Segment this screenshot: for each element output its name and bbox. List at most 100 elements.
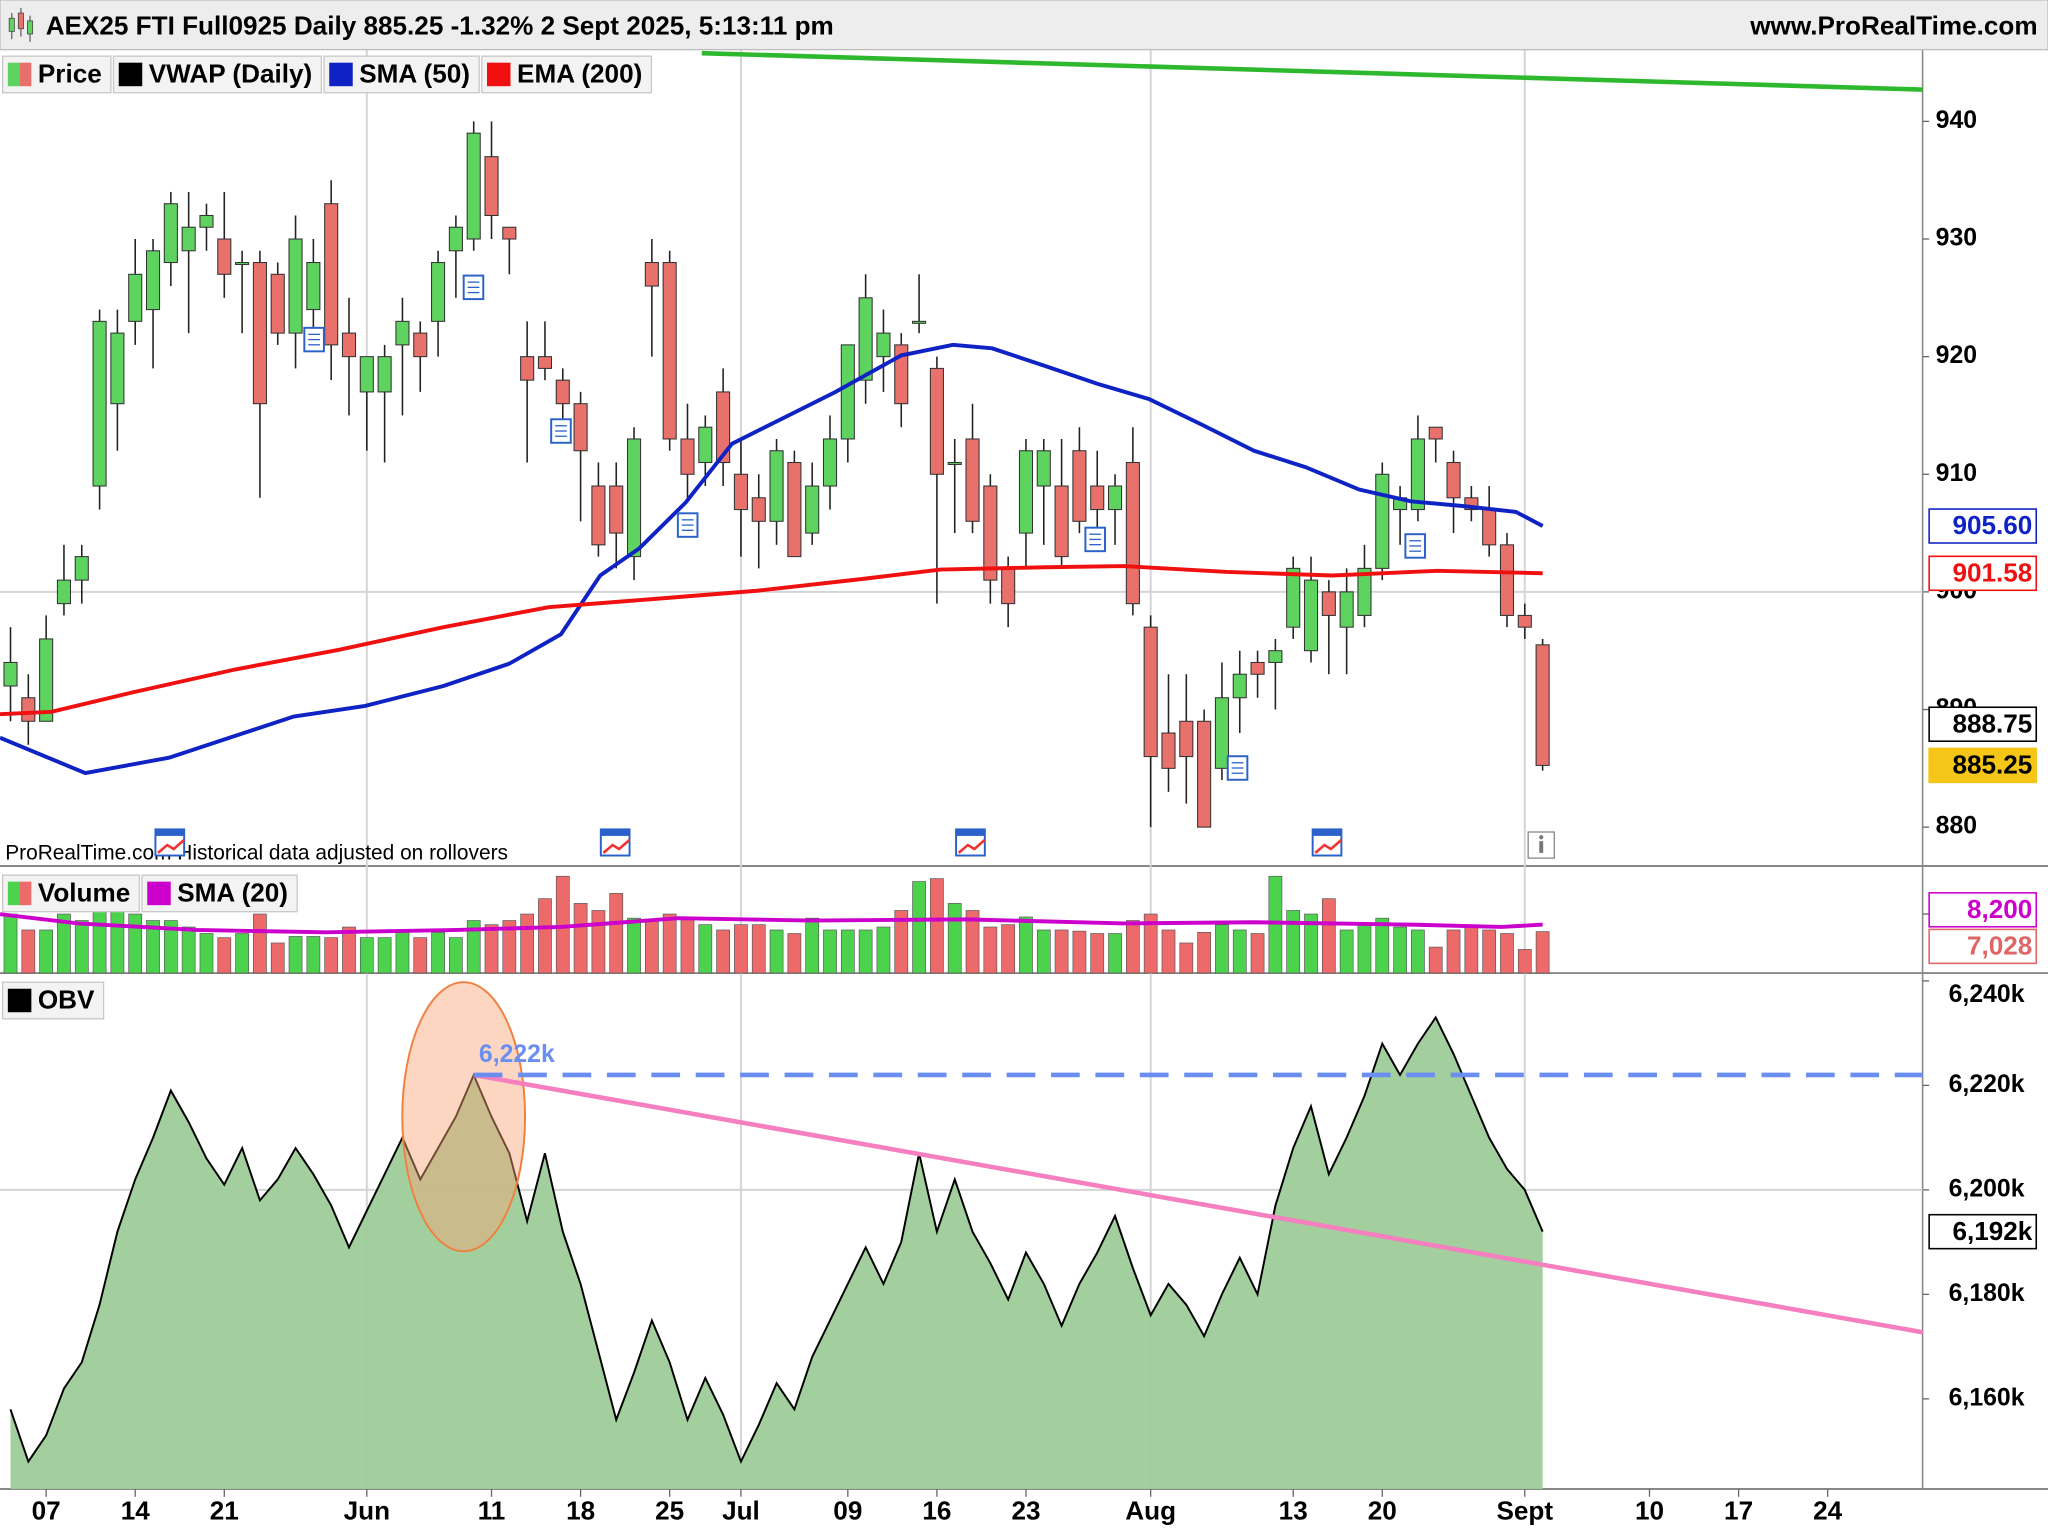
highlight-ellipse bbox=[401, 981, 527, 1253]
value-marker bbox=[1928, 555, 2038, 592]
calendar-icon-top bbox=[155, 829, 185, 836]
candle-body bbox=[1375, 473, 1390, 569]
volume-bar bbox=[947, 903, 962, 974]
volume-bar bbox=[39, 929, 53, 974]
volume-bar bbox=[1286, 910, 1301, 974]
volume-bar bbox=[1500, 933, 1514, 974]
chart-title: AEX25 FTI Full0925 Daily 885.25 -1.32% 2… bbox=[46, 10, 834, 40]
volume-bar bbox=[930, 878, 944, 974]
volume-bar bbox=[1001, 924, 1016, 974]
candle-body bbox=[1214, 697, 1229, 769]
volume-bar bbox=[1446, 929, 1461, 974]
candle-body bbox=[1107, 485, 1123, 511]
volume-bar bbox=[1126, 920, 1140, 974]
candle-body bbox=[128, 273, 143, 322]
candle-body bbox=[1125, 461, 1140, 605]
trend-line bbox=[701, 50, 1923, 92]
x-tick-label: 16 bbox=[922, 1495, 951, 1525]
volume-bar bbox=[1304, 913, 1318, 974]
candle-body bbox=[626, 438, 642, 558]
value-marker-label: 8,200 bbox=[1967, 894, 2032, 924]
candle-body bbox=[217, 238, 232, 275]
volume-bar bbox=[413, 937, 428, 974]
volume-bar bbox=[734, 924, 748, 974]
x-tick-label: 18 bbox=[566, 1495, 595, 1525]
candle-body bbox=[235, 262, 250, 266]
x-tick-label: 07 bbox=[32, 1495, 61, 1525]
candle-body bbox=[698, 426, 713, 464]
candle-body bbox=[840, 344, 855, 440]
volume-bar bbox=[3, 913, 18, 974]
candle-body bbox=[983, 485, 998, 581]
calendar-icon-top bbox=[600, 829, 630, 836]
value-marker-label: 901.58 bbox=[1952, 558, 2032, 588]
legend-swatch bbox=[118, 62, 143, 87]
volume-bar bbox=[359, 937, 374, 974]
candle-body bbox=[1054, 485, 1069, 558]
candle-body bbox=[39, 638, 54, 722]
volume-bar bbox=[751, 924, 766, 974]
volume-bar bbox=[270, 942, 285, 974]
candle-body bbox=[1446, 461, 1461, 499]
volume-bar bbox=[466, 920, 481, 974]
candle-body bbox=[1428, 426, 1443, 440]
volume-bar bbox=[1054, 929, 1069, 974]
calendar-icon-top bbox=[956, 829, 985, 836]
candle-body bbox=[1268, 650, 1283, 663]
candle-body bbox=[431, 262, 446, 322]
volume-bar bbox=[520, 913, 535, 974]
candle-body bbox=[74, 556, 89, 581]
volume-bar bbox=[876, 926, 891, 974]
volume-bar bbox=[217, 937, 232, 974]
candle-body bbox=[484, 156, 499, 217]
candle-body bbox=[787, 461, 802, 558]
y-tick-label: 6,240k bbox=[1949, 981, 2025, 1008]
volume-bar bbox=[377, 937, 392, 974]
candle-body bbox=[181, 226, 196, 252]
candle-body bbox=[609, 485, 624, 534]
y-tick-label: 6,160k bbox=[1949, 1384, 2025, 1411]
info-icon-dot bbox=[1539, 835, 1544, 840]
candle-body bbox=[1482, 509, 1497, 546]
candle-body bbox=[555, 379, 570, 405]
candle-body bbox=[644, 262, 659, 287]
data-note: ProRealTime.com Historical data adjusted… bbox=[5, 842, 508, 865]
volume-bar bbox=[1232, 929, 1247, 974]
calendar-icon-arrow bbox=[602, 838, 631, 854]
volume-bar bbox=[894, 910, 909, 974]
x-tick-label: Jun bbox=[344, 1495, 390, 1525]
volume-bar bbox=[644, 920, 659, 974]
volume-bar bbox=[983, 926, 998, 974]
candle-body bbox=[466, 132, 481, 240]
candle-body bbox=[1535, 644, 1550, 766]
volume-bar bbox=[235, 933, 249, 974]
candle-body bbox=[413, 332, 428, 358]
x-tick-label: Jul bbox=[722, 1495, 760, 1525]
legend-swatch bbox=[19, 62, 32, 87]
calendar-icon-arrow bbox=[157, 838, 186, 854]
volume-bar bbox=[57, 913, 71, 974]
candle-body bbox=[502, 226, 517, 240]
candle-body bbox=[876, 332, 891, 358]
candle-body bbox=[894, 344, 909, 405]
x-tick-label: 09 bbox=[833, 1495, 862, 1525]
data-layer bbox=[0, 121, 1550, 1489]
volume-sma-line bbox=[0, 912, 1543, 935]
volume-bar bbox=[253, 913, 267, 974]
x-tick-label: Aug bbox=[1125, 1495, 1176, 1525]
x-tick-label: 20 bbox=[1368, 1495, 1397, 1525]
title-bar bbox=[0, 0, 2048, 51]
x-tick-label: 10 bbox=[1635, 1495, 1664, 1525]
volume-bar bbox=[128, 913, 143, 974]
candle-body bbox=[448, 226, 463, 252]
candle-body bbox=[1286, 567, 1301, 628]
app-icon bbox=[8, 7, 34, 42]
candle-body bbox=[947, 461, 962, 465]
volume-bar bbox=[609, 893, 624, 974]
level-label: 6,222k bbox=[479, 1041, 555, 1068]
site-link[interactable]: www.ProRealTime.com bbox=[1749, 10, 2037, 40]
volume-bar bbox=[1321, 898, 1336, 974]
candle-body bbox=[21, 697, 36, 722]
